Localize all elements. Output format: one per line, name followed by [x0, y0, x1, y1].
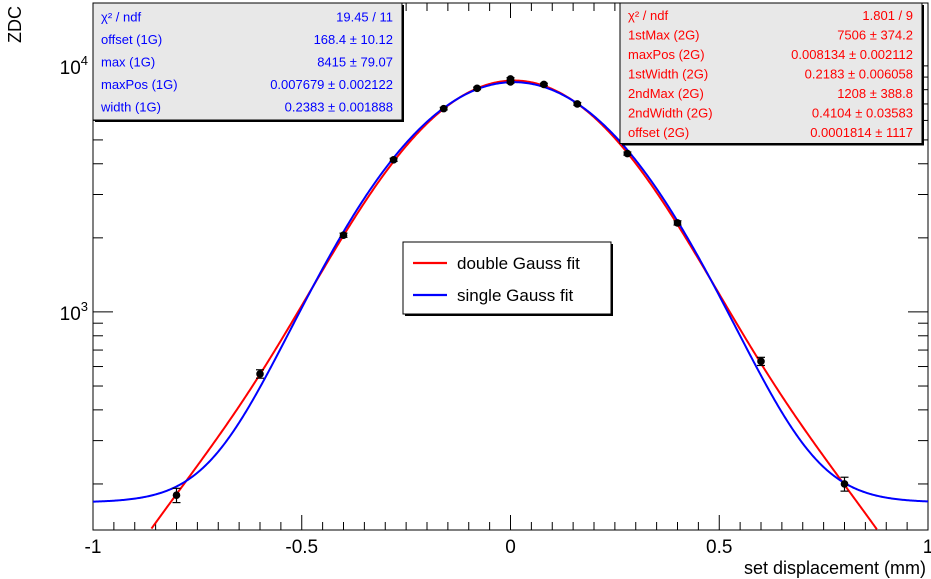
- stat-label: width (1G): [100, 100, 161, 115]
- stat-value: 7506 ± 374.2: [837, 27, 913, 42]
- stat-label: max (1G): [101, 55, 155, 70]
- stat-value: 19.45 / 11: [336, 9, 393, 24]
- data-point: [506, 75, 515, 83]
- data-point: [172, 491, 181, 500]
- stat-label: maxPos (1G): [101, 77, 178, 92]
- stat-label: 1stMax (2G): [628, 27, 700, 42]
- stat-box: [619, 2, 923, 144]
- data-point: [439, 104, 448, 113]
- data-point: [339, 231, 348, 240]
- stat-boxes: χ² / ndf 19.45 / 11 offset (1G) 168.4 ± 10.…: [92, 2, 924, 146]
- x-tick-label: -1: [85, 537, 102, 558]
- stat-value: 8415 ± 79.07: [317, 55, 393, 70]
- data-point: [256, 370, 264, 378]
- legend-label: single Gauss fit: [457, 286, 573, 305]
- data-point: [840, 480, 849, 488]
- data-point: [540, 80, 548, 89]
- legend-label: double Gauss fit: [457, 254, 580, 273]
- stat-label: offset (1G): [101, 32, 162, 47]
- stat-value: 168.4 ± 10.12: [314, 32, 393, 47]
- stat-value: 0.007679 ± 0.002122: [270, 77, 393, 92]
- stat-value: 0.0001814 ± 1117: [810, 125, 913, 140]
- stat-label: χ² / ndf: [101, 9, 141, 24]
- data-point: [573, 100, 582, 108]
- legend: double Gauss fit single Gauss fit: [402, 241, 613, 316]
- y-axis-title: ZDC: [5, 6, 25, 43]
- y-tick-label: 103: [60, 299, 88, 325]
- stat-value: 1.801 / 9: [862, 8, 913, 23]
- data-point: [673, 219, 682, 227]
- stat-value: 1208 ± 388.8: [837, 86, 913, 101]
- x-tick-label: -0.5: [285, 537, 318, 558]
- stat-value: 0.008134 ± 0.002112: [791, 47, 913, 62]
- data-points: [172, 75, 849, 504]
- data-point: [757, 357, 765, 366]
- y-tick-label: 104: [60, 53, 88, 79]
- x-tick-label: 0: [505, 537, 516, 558]
- legend-box: [402, 241, 612, 315]
- stat-label: 1stWidth (2G): [628, 66, 708, 81]
- data-point: [473, 84, 481, 93]
- stat-label: 2ndMax (2G): [628, 86, 704, 101]
- x-tick-label: 0.5: [706, 537, 732, 558]
- stat-box: [92, 2, 403, 121]
- data-point: [623, 149, 632, 158]
- stat-value: 0.4104 ± 0.03583: [812, 105, 913, 120]
- stat-label: χ² / ndf: [628, 8, 668, 23]
- stat-label: 2ndWidth (2G): [628, 105, 713, 120]
- data-point: [389, 156, 398, 164]
- stat-value: 0.2383 ± 0.001888: [285, 100, 393, 115]
- x-tick-label: 1: [923, 537, 931, 558]
- x-axis-title: set displacement (mm): [744, 558, 926, 578]
- stat-label: offset (2G): [628, 125, 689, 140]
- stat-label: maxPos (2G): [628, 47, 705, 62]
- stat-value: 0.2183 ± 0.006058: [805, 66, 913, 81]
